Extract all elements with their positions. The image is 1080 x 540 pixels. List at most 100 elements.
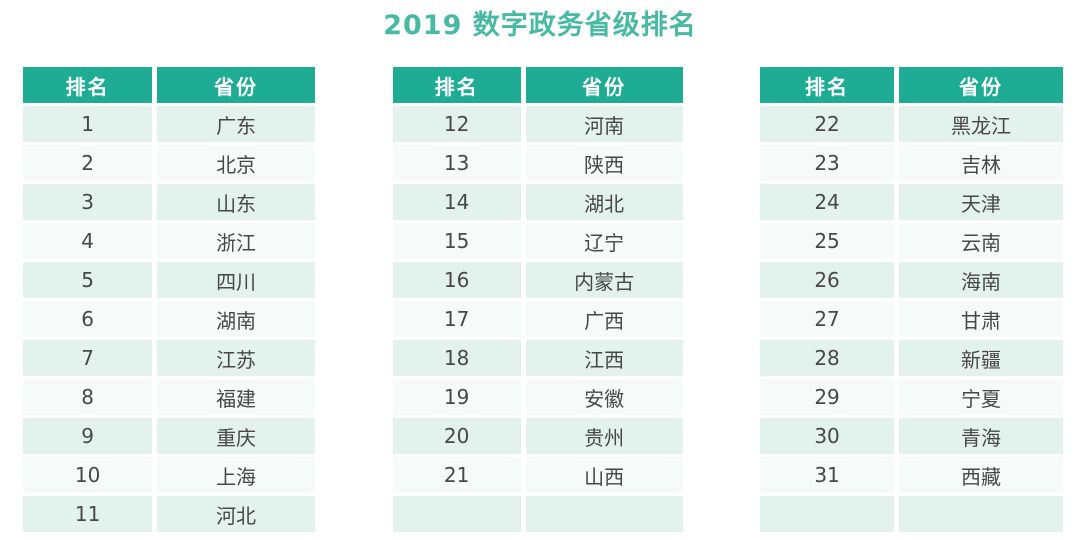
province-cell: 天津 (899, 184, 1063, 220)
table-row: 23 吉林 (760, 145, 1063, 181)
province-cell: 广东 (157, 106, 315, 142)
page-title: 2019 数字政务省级排名 (383, 10, 697, 41)
table-row: 4 浙江 (23, 223, 315, 259)
table-row: 11 河北 (23, 496, 315, 532)
rank-cell (392, 496, 521, 532)
table-row: 22 黑龙江 (760, 106, 1063, 142)
table-row: 29 宁夏 (760, 379, 1063, 415)
header-row: 排名 省份 (392, 67, 683, 103)
province-cell: 广西 (525, 301, 683, 337)
rank-cell: 4 (23, 223, 153, 259)
rank-cell: 29 (760, 379, 895, 415)
province-cell: 吉林 (899, 145, 1063, 181)
table-row: 19 安徽 (392, 379, 683, 415)
province-cell: 北京 (157, 145, 315, 181)
table-row: 28 新疆 (760, 340, 1063, 376)
province-cell: 陕西 (525, 145, 683, 181)
province-cell: 上海 (157, 457, 315, 493)
rank-cell (760, 496, 895, 532)
province-cell: 云南 (899, 223, 1063, 259)
province-cell: 西藏 (899, 457, 1063, 493)
province-column-header: 省份 (525, 67, 683, 103)
rank-cell: 30 (760, 418, 895, 454)
table-row: 8 福建 (23, 379, 315, 415)
table-row: 26 海南 (760, 262, 1063, 298)
rank-cell: 5 (23, 262, 153, 298)
table-row: 15 辽宁 (392, 223, 683, 259)
province-cell: 贵州 (525, 418, 683, 454)
table-row: 3 山东 (23, 184, 315, 220)
rank-cell: 14 (392, 184, 521, 220)
rank-cell: 19 (392, 379, 521, 415)
table-row: 16 内蒙古 (392, 262, 683, 298)
table-row: 20 贵州 (392, 418, 683, 454)
province-cell: 福建 (157, 379, 315, 415)
rank-column-header: 排名 (23, 67, 153, 103)
table-row: 27 甘肃 (760, 301, 1063, 337)
rank-cell: 20 (392, 418, 521, 454)
rank-cell: 16 (392, 262, 521, 298)
rank-cell: 17 (392, 301, 521, 337)
table-row: 13 陕西 (392, 145, 683, 181)
rank-cell: 3 (23, 184, 153, 220)
table-row: 17 广西 (392, 301, 683, 337)
rank-column-header: 排名 (760, 67, 895, 103)
rank-column-header: 排名 (392, 67, 521, 103)
rank-cell: 31 (760, 457, 895, 493)
tables-row: 排名 省份 1 广东 2 北京 3 山东 4 浙江 5 四川 6 湖南 7 江苏 8 福建 9 重庆 10 上海 11 河北排… (0, 64, 1080, 535)
table-row: 31 西藏 (760, 457, 1063, 493)
table-row: 2 北京 (23, 145, 315, 181)
province-cell: 黑龙江 (899, 106, 1063, 142)
table-row: 14 湖北 (392, 184, 683, 220)
rank-cell: 8 (23, 379, 153, 415)
table-row: 12 河南 (392, 106, 683, 142)
table-row: 25 云南 (760, 223, 1063, 259)
province-cell: 山东 (157, 184, 315, 220)
rank-cell: 22 (760, 106, 895, 142)
province-cell: 浙江 (157, 223, 315, 259)
province-cell: 内蒙古 (525, 262, 683, 298)
rank-cell: 13 (392, 145, 521, 181)
rank-cell: 23 (760, 145, 895, 181)
rank-cell: 24 (760, 184, 895, 220)
province-cell: 山西 (525, 457, 683, 493)
table-row: 24 天津 (760, 184, 1063, 220)
table-row: 18 江西 (392, 340, 683, 376)
rank-cell: 15 (392, 223, 521, 259)
province-cell: 河北 (157, 496, 315, 532)
province-cell: 湖南 (157, 301, 315, 337)
ranking-table-1: 排名 省份 1 广东 2 北京 3 山东 4 浙江 5 四川 6 湖南 7 江苏 8 福建 9 重庆 10 上海 11 河北 (18, 64, 320, 535)
rank-cell: 9 (23, 418, 153, 454)
rank-cell: 12 (392, 106, 521, 142)
table-row: 6 湖南 (23, 301, 315, 337)
rank-cell: 28 (760, 340, 895, 376)
rank-cell: 10 (23, 457, 153, 493)
province-cell: 河南 (525, 106, 683, 142)
table-row: 9 重庆 (23, 418, 315, 454)
rank-cell: 1 (23, 106, 153, 142)
province-cell: 宁夏 (899, 379, 1063, 415)
province-cell: 安徽 (525, 379, 683, 415)
table-row: 10 上海 (23, 457, 315, 493)
rank-cell: 27 (760, 301, 895, 337)
province-cell (525, 496, 683, 532)
rank-cell: 7 (23, 340, 153, 376)
header-row: 排名 省份 (23, 67, 315, 103)
table-row: 30 青海 (760, 418, 1063, 454)
rank-cell: 26 (760, 262, 895, 298)
province-cell: 甘肃 (899, 301, 1063, 337)
header-row: 排名 省份 (760, 67, 1063, 103)
ranking-table-2: 排名 省份 12 河南 13 陕西 14 湖北 15 辽宁 16 内蒙古 17 广西 18 江西 19 安徽 20 贵… (387, 64, 688, 535)
rank-cell: 6 (23, 301, 153, 337)
rank-cell: 18 (392, 340, 521, 376)
province-column-header: 省份 (157, 67, 315, 103)
province-column-header: 省份 (899, 67, 1063, 103)
rank-cell: 2 (23, 145, 153, 181)
ranking-table-3: 排名 省份 22 黑龙江 23 吉林 24 天津 25 云南 26 海南 27 甘肃 28 新疆 29 宁夏 30 青… (755, 64, 1068, 535)
province-cell: 新疆 (899, 340, 1063, 376)
province-cell: 青海 (899, 418, 1063, 454)
province-cell: 重庆 (157, 418, 315, 454)
table-row: 1 广东 (23, 106, 315, 142)
province-cell: 江西 (525, 340, 683, 376)
